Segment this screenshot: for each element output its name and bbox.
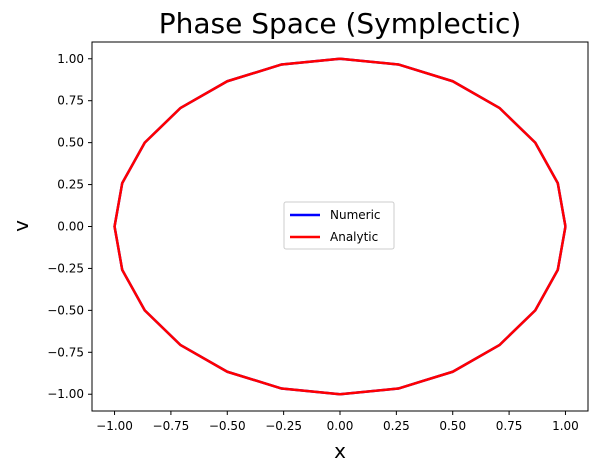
x-tick-label: 0.75 — [496, 419, 523, 433]
x-tick-label: −0.75 — [153, 419, 190, 433]
x-tick-label: −1.00 — [96, 419, 133, 433]
series-line-analytic — [113, 57, 567, 396]
x-tick-label: −0.25 — [265, 419, 302, 433]
chart-title: Phase Space (Symplectic) — [159, 7, 522, 40]
x-tick-label: 0.50 — [439, 419, 466, 433]
legend: Numeric Analytic — [283, 201, 395, 250]
x-axis-label: x — [334, 439, 346, 463]
y-tick-label: 1.00 — [57, 52, 84, 66]
series-layer — [113, 57, 567, 396]
y-tick-label: −0.50 — [47, 303, 84, 317]
y-tick-label: 0.00 — [57, 220, 84, 234]
x-tick-label: 0.25 — [383, 419, 410, 433]
legend-label-analytic: Analytic — [330, 230, 378, 244]
y-tick-label: 0.50 — [57, 136, 84, 150]
y-tick-label: −0.25 — [47, 261, 84, 275]
y-tick-label: 0.25 — [57, 178, 84, 192]
y-tick-label: −1.00 — [47, 387, 84, 401]
y-tick-label: −0.75 — [47, 345, 84, 359]
x-axis-ticks: −1.00 −0.75 −0.50 −0.25 0.00 0.25 0.50 0.75 1.00 — [96, 411, 579, 433]
legend-label-numeric: Numeric — [330, 208, 381, 222]
x-tick-label: 0.00 — [327, 419, 354, 433]
y-axis-ticks: 1.00 0.75 0.50 0.25 0.00 −0.25 −0.50 −0.75 −1.00 — [47, 52, 92, 401]
x-tick-label: 1.00 — [552, 419, 579, 433]
y-tick-label: 0.75 — [57, 94, 84, 108]
y-axis-label: v — [9, 220, 33, 232]
x-tick-label: −0.50 — [209, 419, 246, 433]
